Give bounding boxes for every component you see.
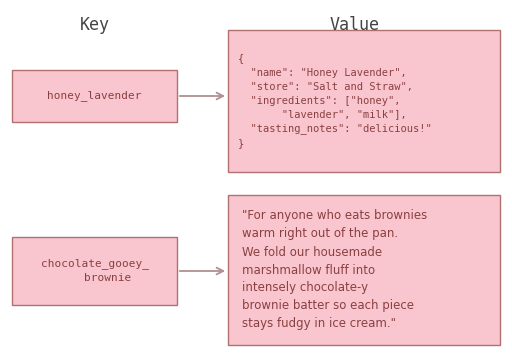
FancyBboxPatch shape: [228, 30, 500, 172]
Text: "For anyone who eats brownies
warm right out of the pan.
We fold our housemade
m: "For anyone who eats brownies warm right…: [242, 210, 427, 331]
FancyBboxPatch shape: [12, 70, 177, 122]
FancyBboxPatch shape: [12, 237, 177, 305]
FancyBboxPatch shape: [228, 195, 500, 345]
Text: {
  "name": "Honey Lavender",
  "store": "Salt and Straw",
  "ingredients": ["ho: { "name": "Honey Lavender", "store": "Sa…: [238, 54, 432, 149]
Text: Key: Key: [80, 16, 110, 34]
Text: Value: Value: [330, 16, 380, 34]
Text: chocolate_gooey_
    brownie: chocolate_gooey_ brownie: [40, 258, 148, 283]
Text: honey_lavender: honey_lavender: [47, 91, 142, 101]
